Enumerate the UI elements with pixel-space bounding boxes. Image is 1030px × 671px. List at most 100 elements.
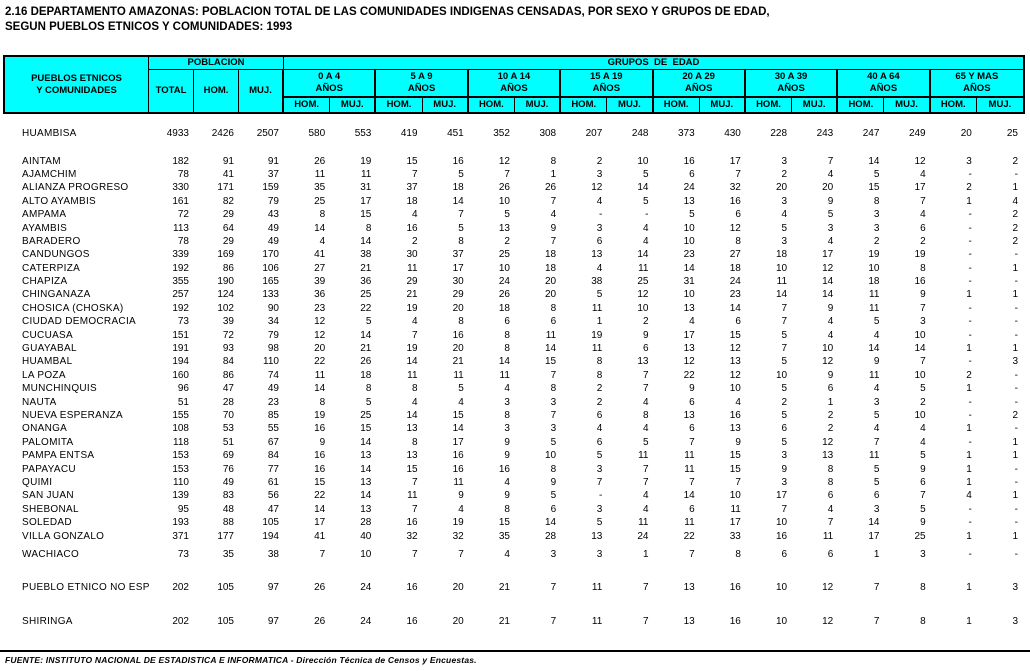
header-age-group: 10 A 14 AÑOS	[468, 70, 562, 98]
cell-value: 371	[172, 530, 189, 542]
cell-value: 86	[222, 369, 234, 381]
community-name: ALTO AYAMBIS	[22, 195, 96, 207]
cell-value: 2	[412, 235, 418, 247]
cell-value: 16	[314, 423, 326, 435]
cell-value: 105	[262, 517, 279, 529]
cell-value: 11	[869, 450, 880, 462]
cell-value: 24	[729, 276, 741, 288]
cell-value: 6	[920, 222, 926, 234]
title-line2: SEGUN PUEBLOS ETNICOS Y COMUNIDADES: 199…	[5, 21, 293, 33]
cell-value: 7	[735, 476, 741, 488]
cell-value: 20	[452, 343, 464, 355]
cell-value: 82	[222, 195, 234, 207]
cell-value: 2	[827, 410, 834, 421]
cell-value: 13	[822, 450, 834, 462]
cell-value: 7	[458, 209, 464, 221]
cell-value: 13	[683, 302, 695, 314]
cell-value: 5	[596, 289, 603, 301]
cell-value: 553	[354, 128, 372, 140]
cell-value: 228	[770, 128, 788, 140]
table-row: ALIANZA PROGRESO 330 171 159 35 31 37 18 26 26 12 1…	[5, 181, 1023, 194]
cell-value: 30	[452, 276, 464, 288]
header-sub-hom: HOM.	[931, 98, 977, 112]
cell-value: 118	[173, 436, 189, 448]
cell-value: 1	[1012, 490, 1018, 502]
cell-value: 10	[683, 289, 695, 301]
cell-value: 4	[319, 235, 326, 247]
community-name: CHINGANAZA	[22, 289, 91, 301]
cell-value: 339	[172, 249, 189, 261]
cell-value: 17	[729, 155, 741, 167]
cell-value: 8	[365, 383, 372, 395]
cell-value: 16	[314, 450, 326, 462]
cell-value: 4	[873, 383, 880, 395]
cell-value: 11	[545, 329, 557, 341]
cell-value: -	[645, 209, 649, 221]
table-row: BARADERO 78 29 49 4 14 2 8 2 7 6 4 10 8 3 4 2 2 - 2	[5, 235, 1023, 248]
age-range-label: 15 A 19	[590, 71, 623, 82]
cell-value: 28	[222, 396, 234, 408]
cell-value: 9	[504, 450, 510, 462]
cell-value: 202	[172, 582, 189, 594]
cell-value: 3	[504, 396, 510, 408]
cell-value: 29	[452, 289, 464, 301]
age-range-label: 20 A 29	[682, 71, 715, 82]
cell-value: 194	[262, 530, 279, 542]
cell-value: 32	[729, 182, 741, 194]
cell-value: 21	[360, 262, 372, 274]
cell-value: 12	[914, 155, 926, 167]
cell-value: 12	[729, 369, 741, 381]
cell-value: 8	[596, 356, 603, 368]
cell-value: 11	[453, 476, 464, 488]
cell-value: 73	[177, 548, 189, 560]
cell-value: 26	[360, 356, 372, 368]
header-sub-muj: MUJ.	[330, 98, 377, 112]
cell-value: 7	[412, 548, 418, 560]
cell-value: 9	[920, 517, 926, 529]
cell-value: -	[968, 168, 972, 180]
cell-value: 153	[172, 450, 189, 462]
cell-value: 21	[498, 582, 510, 594]
cell-value: 5	[781, 222, 788, 234]
cell-value: -	[1014, 369, 1018, 381]
cell-value: 67	[267, 436, 279, 448]
cell-value: 3	[1012, 615, 1018, 627]
cell-value: 23	[267, 396, 279, 408]
cell-value: 16	[452, 463, 464, 475]
age-range-label: 0 A 4	[318, 71, 341, 82]
community-name: MUNCHINQUIS	[22, 383, 97, 395]
cell-value: 3	[550, 396, 557, 408]
cell-value: 16	[729, 582, 741, 594]
cell-value: 38	[360, 249, 372, 261]
cell-value: 22	[683, 530, 695, 542]
cell-value: 23	[683, 249, 695, 261]
community-name: ONANGA	[22, 423, 68, 435]
cell-value: 69	[222, 450, 234, 462]
cell-value: 14	[914, 343, 926, 355]
cell-value: 18	[775, 249, 788, 261]
cell-value: 27	[314, 262, 326, 274]
cell-value: 1	[1012, 450, 1018, 462]
cell-value: 11	[684, 463, 695, 475]
cell-value: 14	[637, 249, 649, 261]
community-name: AMPAMA	[22, 209, 67, 221]
community-name: ALIANZA PROGRESO	[22, 182, 129, 194]
cell-value: 5	[781, 383, 788, 395]
cell-value: 7	[689, 548, 695, 560]
cell-value: 12	[729, 222, 741, 234]
cell-value: 352	[493, 128, 510, 140]
cell-value: 7	[504, 168, 510, 180]
cell-value: 14	[868, 155, 880, 167]
cell-value: 6	[504, 316, 510, 328]
table-row: NUEVA ESPERANZA 155 70 85 19 25 14 15 8 7 6 8 13 16 5 2…	[5, 409, 1023, 422]
cell-value: 170	[262, 249, 279, 261]
cell-value: 14	[868, 343, 880, 355]
cell-value: 84	[222, 356, 234, 368]
cell-value: 6	[689, 396, 695, 408]
cell-value: 11	[730, 503, 741, 515]
cell-value: 20	[775, 182, 788, 194]
community-name: CHAPIZA	[22, 276, 68, 288]
cell-value: 7	[827, 517, 834, 529]
table-row: SHEBONAL 95 48 47 14 13 7 4 8 6 3 4 6 11 7 4 3 5- -	[5, 503, 1023, 516]
cell-value: -	[1014, 302, 1018, 314]
